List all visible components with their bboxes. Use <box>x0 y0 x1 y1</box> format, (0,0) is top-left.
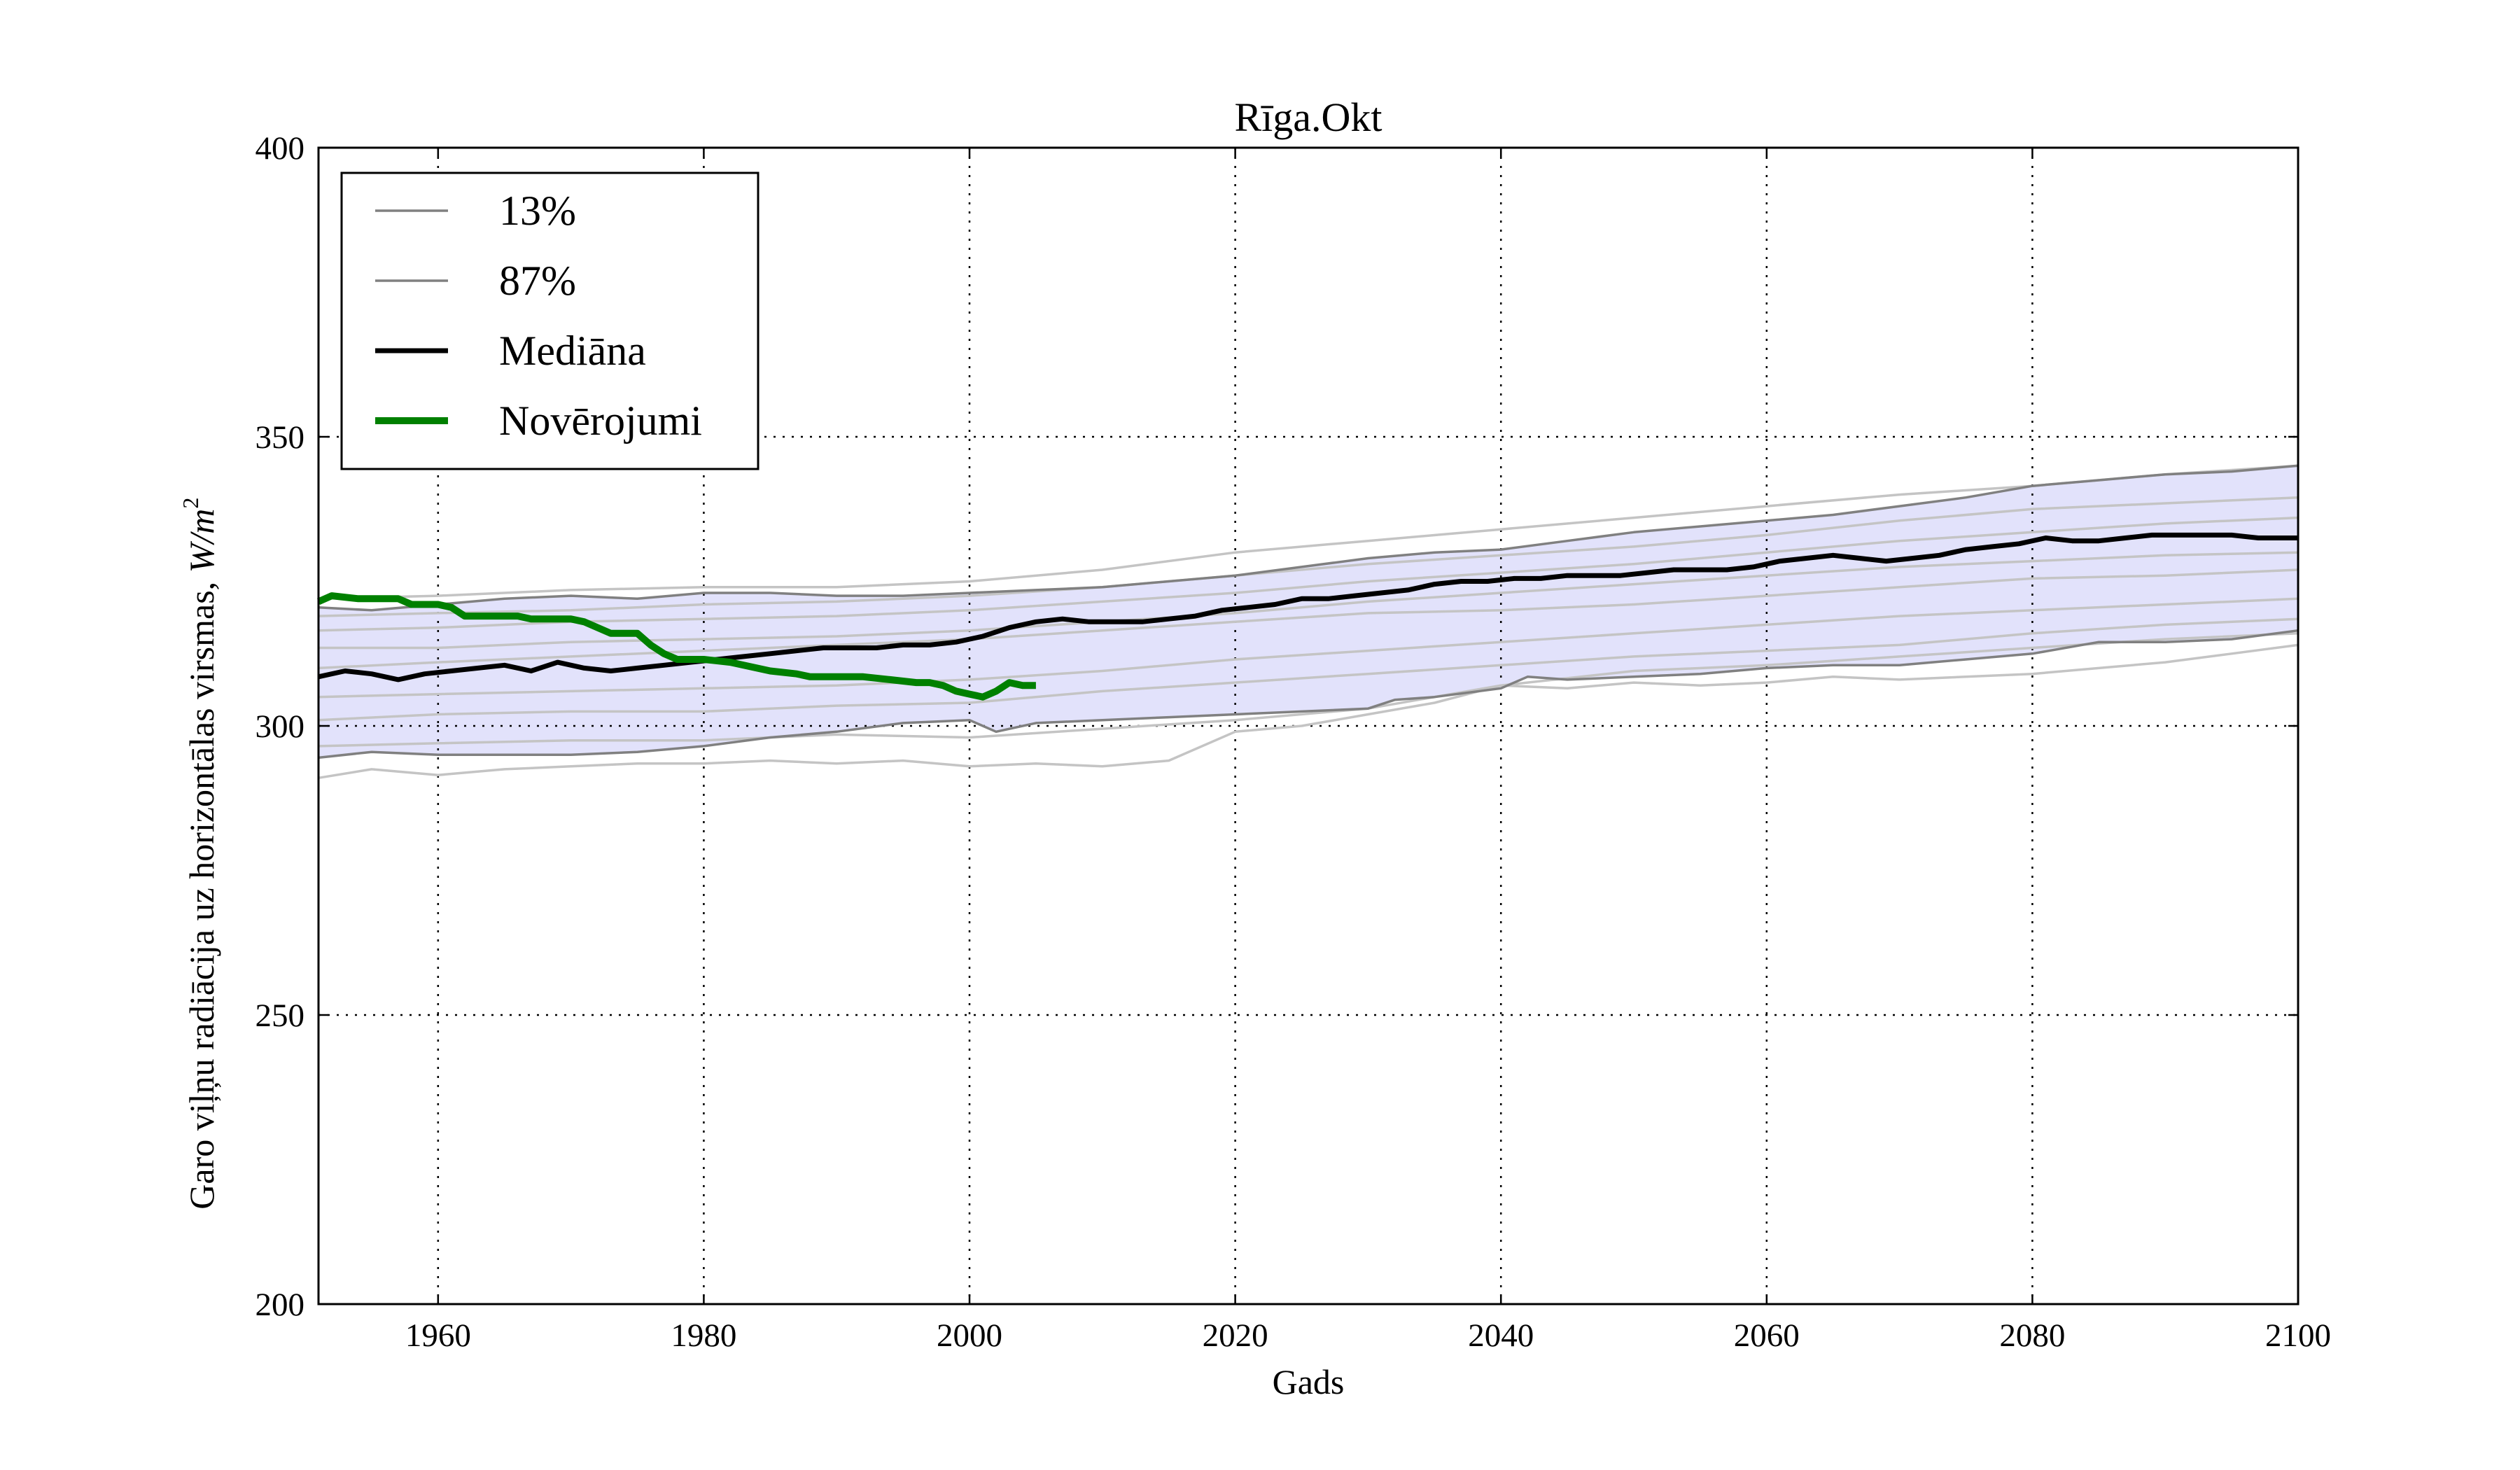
y-tick-label: 200 <box>255 1287 305 1323</box>
legend-entries: 13% 87% Mediāna Novērojumi <box>375 188 702 444</box>
y-tick-label: 300 <box>255 708 305 745</box>
ensemble-line <box>318 464 2299 601</box>
observations-line <box>316 592 1036 701</box>
y-axis-label-exponent: 2 <box>178 498 203 509</box>
chart-title: Rīga.Okt <box>1234 94 1382 140</box>
percentile-band-area <box>318 465 2298 758</box>
percentile-line <box>318 464 2299 612</box>
series-group <box>316 464 2299 780</box>
ensemble-line <box>318 551 2299 650</box>
y-tick-label: 250 <box>255 997 305 1034</box>
x-axis-label: Gads <box>1273 1362 1345 1401</box>
y-axis-label: Garo viļņu radiācija uz horizontālas vir… <box>178 498 221 1210</box>
y-axis-label-text: Garo viļņu radiācija uz horizontālas vir… <box>182 573 221 1209</box>
ensemble-line <box>318 597 2299 699</box>
x-tick-label: 1960 <box>405 1317 471 1354</box>
ensemble-line <box>318 496 2299 617</box>
legend-label: 13% <box>499 188 576 234</box>
y-tick-label: 350 <box>255 419 305 456</box>
x-tick-label: 2080 <box>1999 1317 2065 1354</box>
ensemble-line <box>318 632 2299 748</box>
ensemble-line <box>318 643 2299 780</box>
x-tick-label: 2100 <box>2265 1317 2331 1354</box>
axis-ticks: 1960 1980 2000 2020 2040 2060 2080 2100 200 250 30… <box>255 130 2332 1354</box>
x-tick-label: 2000 <box>937 1317 1002 1354</box>
y-axis-label-unit: W/m <box>182 509 221 573</box>
legend-label: Novērojumi <box>499 398 702 444</box>
legend-label: Mediāna <box>499 328 646 374</box>
y-tick-label: 400 <box>255 130 305 167</box>
x-tick-label: 2020 <box>1203 1317 1268 1354</box>
legend-label: 87% <box>499 258 576 304</box>
percentile-band <box>318 465 2298 758</box>
x-tick-label: 2060 <box>1734 1317 1800 1354</box>
percentile-line <box>318 629 2299 760</box>
x-tick-label: 2040 <box>1468 1317 1534 1354</box>
median-line <box>318 532 2298 682</box>
x-tick-label: 1980 <box>671 1317 736 1354</box>
ensemble-line <box>318 568 2299 670</box>
ensemble-line <box>318 617 2299 722</box>
ensemble-line <box>318 516 2299 632</box>
legend: 13% 87% Mediāna Novērojumi <box>340 172 760 470</box>
